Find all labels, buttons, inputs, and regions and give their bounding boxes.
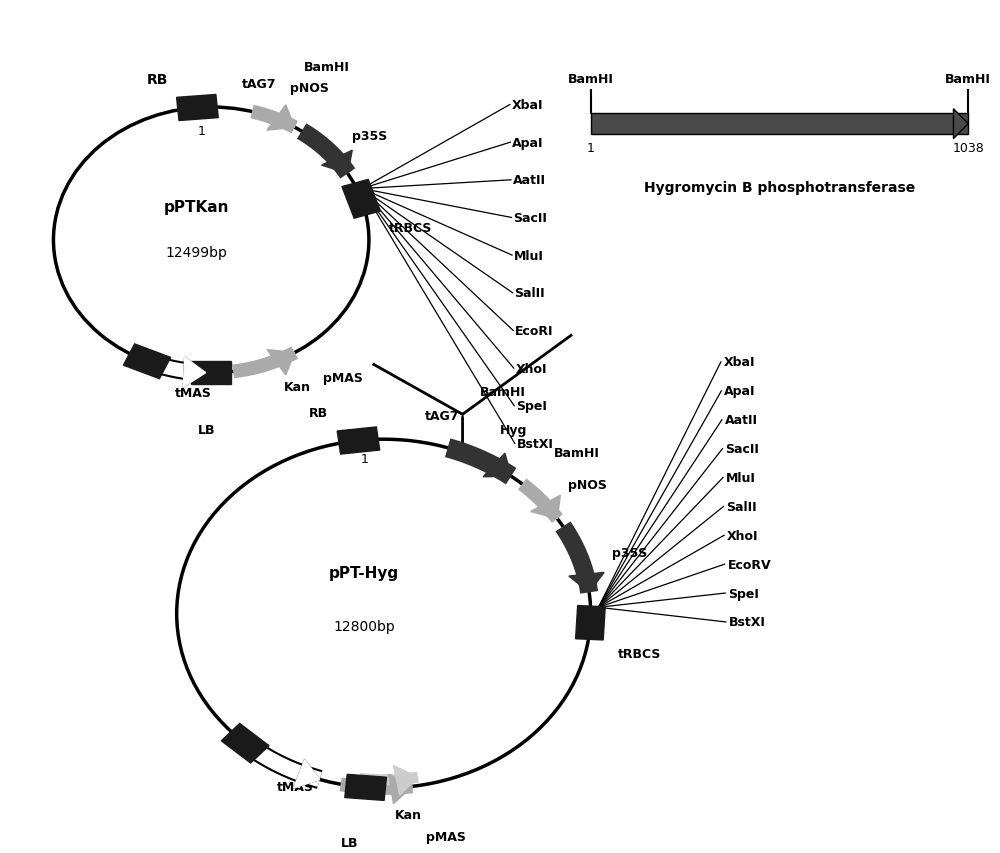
Polygon shape — [483, 454, 511, 477]
Polygon shape — [183, 357, 206, 387]
Polygon shape — [342, 180, 380, 219]
Polygon shape — [183, 357, 206, 387]
Text: pMAS: pMAS — [323, 372, 363, 385]
Text: BstXI: BstXI — [729, 616, 766, 629]
Text: AatII: AatII — [725, 414, 758, 426]
Text: tAG7: tAG7 — [425, 409, 459, 422]
Text: Hygromycin B phosphotransferase: Hygromycin B phosphotransferase — [644, 181, 915, 194]
Text: Kan: Kan — [395, 808, 422, 821]
Polygon shape — [953, 109, 968, 139]
Text: tRBCS: tRBCS — [389, 221, 432, 235]
Text: tMAS: tMAS — [277, 780, 313, 793]
Text: XbaI: XbaI — [724, 356, 755, 369]
Text: tRBCS: tRBCS — [618, 647, 661, 661]
Text: SalII: SalII — [727, 501, 757, 514]
Polygon shape — [191, 362, 231, 385]
Text: SacII: SacII — [513, 212, 547, 224]
Text: MluI: MluI — [726, 472, 756, 485]
Text: 12499bp: 12499bp — [165, 246, 227, 260]
Text: XbaI: XbaI — [512, 99, 543, 112]
Polygon shape — [569, 572, 604, 593]
Text: BamHI: BamHI — [304, 61, 350, 73]
Polygon shape — [267, 106, 295, 131]
Text: XhoI: XhoI — [727, 529, 759, 543]
Text: BamHI: BamHI — [554, 446, 600, 460]
Polygon shape — [221, 723, 269, 763]
Text: pNOS: pNOS — [290, 82, 329, 95]
Text: pNOS: pNOS — [568, 479, 607, 492]
Text: SacII: SacII — [725, 443, 759, 456]
Text: RB: RB — [147, 73, 168, 87]
Text: p35S: p35S — [352, 130, 387, 142]
Polygon shape — [345, 775, 386, 800]
Text: BamHI: BamHI — [945, 73, 991, 85]
Text: SalII: SalII — [515, 287, 545, 300]
Polygon shape — [394, 766, 418, 795]
Text: Kan: Kan — [284, 380, 311, 393]
Text: AatII: AatII — [513, 174, 546, 187]
Text: ApaI: ApaI — [512, 136, 544, 149]
Text: 1: 1 — [197, 125, 205, 137]
Text: LB: LB — [341, 837, 359, 850]
Text: ApaI: ApaI — [724, 385, 756, 397]
Text: pPT-Hyg: pPT-Hyg — [329, 565, 399, 580]
Text: pPTKan: pPTKan — [164, 200, 229, 215]
Text: EcoRV: EcoRV — [728, 558, 771, 571]
Polygon shape — [576, 606, 605, 641]
Text: 12800bp: 12800bp — [333, 619, 395, 633]
Text: tMAS: tMAS — [175, 386, 212, 399]
Text: SpeI: SpeI — [516, 400, 547, 413]
Text: pMAS: pMAS — [426, 830, 466, 843]
Bar — [591, 113, 968, 136]
Text: BstXI: BstXI — [517, 438, 554, 450]
Text: p35S: p35S — [612, 547, 647, 560]
Polygon shape — [294, 760, 320, 788]
Polygon shape — [123, 345, 171, 380]
Text: 1038: 1038 — [952, 142, 984, 155]
Text: BamHI: BamHI — [568, 73, 614, 85]
Polygon shape — [267, 350, 295, 375]
Text: XhoI: XhoI — [516, 363, 547, 375]
Text: BamHI: BamHI — [480, 386, 525, 398]
Polygon shape — [322, 151, 352, 174]
Polygon shape — [337, 427, 380, 455]
Text: tAG7: tAG7 — [242, 78, 276, 91]
Polygon shape — [177, 96, 218, 121]
Text: MluI: MluI — [514, 249, 544, 262]
Text: SpeI: SpeI — [728, 587, 759, 600]
Polygon shape — [294, 760, 320, 788]
Text: RB: RB — [308, 407, 328, 420]
Text: 1: 1 — [587, 142, 595, 155]
Text: Hyg: Hyg — [500, 423, 527, 436]
Polygon shape — [389, 775, 413, 804]
Text: LB: LB — [198, 423, 215, 436]
Polygon shape — [531, 496, 560, 519]
Text: 1: 1 — [360, 452, 368, 465]
Text: EcoRI: EcoRI — [515, 324, 554, 338]
